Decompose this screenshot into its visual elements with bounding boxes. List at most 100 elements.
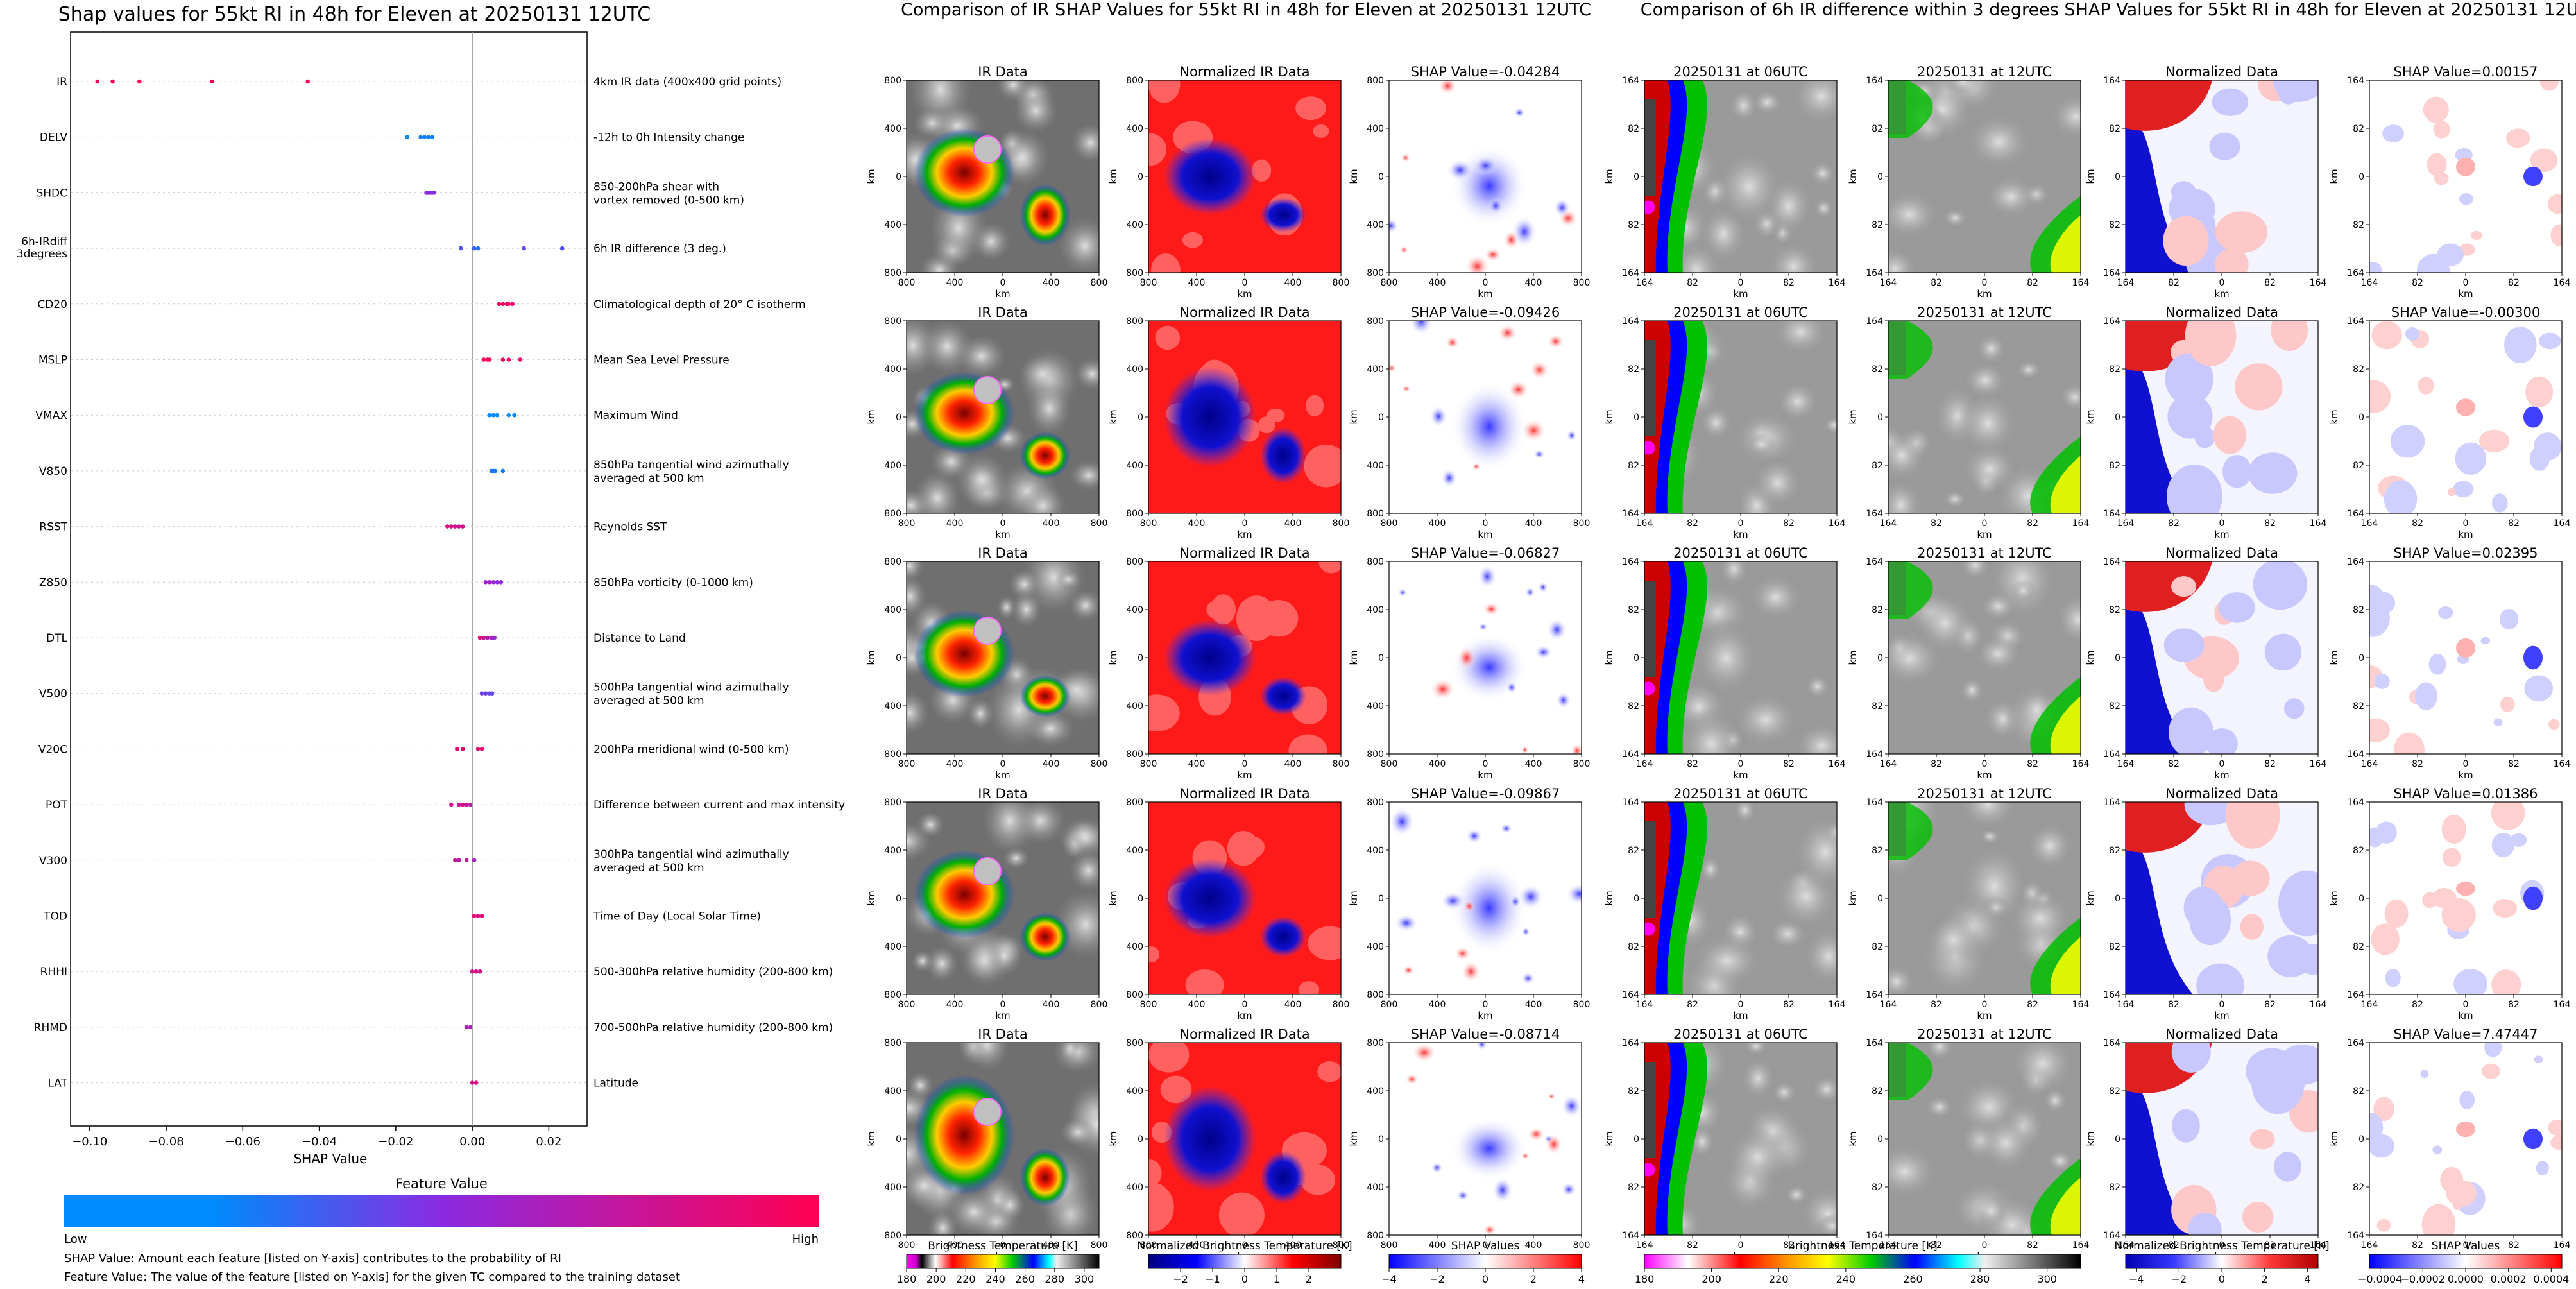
cloud-band-core xyxy=(1644,340,1656,436)
x-tick-label: 800 xyxy=(1573,1240,1591,1251)
texture-blob xyxy=(1553,198,1571,218)
x-tick-label: 0 xyxy=(1738,518,1744,529)
x-tick-label: 400 xyxy=(1188,1240,1206,1251)
x-tick-label: 800 xyxy=(1381,1000,1398,1010)
x-tick-label: 0 xyxy=(1738,759,1744,769)
texture-blob xyxy=(1675,706,1747,754)
y-tick-label: 800 xyxy=(884,509,901,519)
feature-description: averaged at 500 km xyxy=(593,862,704,875)
texture-blob xyxy=(1483,602,1500,617)
convection-band xyxy=(1020,184,1070,246)
texture-blob xyxy=(2278,870,2318,937)
panel-image xyxy=(1888,802,2081,994)
x-axis-label: km xyxy=(1733,529,1748,540)
panel-image xyxy=(1644,1043,1837,1235)
x-tick-label: 164 xyxy=(2554,518,2571,529)
shap-point xyxy=(473,969,479,974)
texture-blob xyxy=(2447,488,2456,497)
x-tick-label: 82 xyxy=(1931,1240,1942,1251)
colorbar-title: Feature Value xyxy=(395,1176,488,1191)
y-tick-label: 0 xyxy=(2358,653,2364,663)
y-tick-label: 0 xyxy=(1378,653,1384,663)
y-tick-label: 0 xyxy=(896,1134,901,1145)
y-tick-label: 400 xyxy=(1126,1182,1143,1193)
x-tick-label: 400 xyxy=(1429,1000,1446,1010)
shap-point xyxy=(489,635,494,640)
texture-blob xyxy=(1009,568,1040,600)
colorbar-tick-label: 260 xyxy=(1903,1273,1923,1285)
y-tick-label: 0 xyxy=(1138,413,1143,423)
panel-title: Normalized IR Data xyxy=(1179,545,1309,561)
x-tick-label: 164 xyxy=(2361,759,2378,769)
texture-blob xyxy=(1565,883,1582,905)
y-tick-label: 164 xyxy=(1866,76,1883,86)
texture-blob xyxy=(1530,360,1549,380)
x-tick-label: 164 xyxy=(1829,278,1846,288)
y-tick-label: 0 xyxy=(896,894,901,904)
y-axis-label: km xyxy=(1847,1131,1859,1146)
y-tick-label: 164 xyxy=(2347,557,2364,567)
shap-point xyxy=(449,802,454,807)
feature-label: 3degrees xyxy=(17,248,67,260)
colorbar-label: SHAP Values xyxy=(2432,1240,2500,1252)
feature-description: 700-500hPa relative humidity (200-800 km… xyxy=(593,1021,833,1034)
x-tick-label: 800 xyxy=(1333,278,1350,288)
cloud-band-green xyxy=(1888,802,1933,860)
texture-blob xyxy=(1488,197,1504,215)
x-axis-label: km xyxy=(1478,769,1492,781)
y-tick-label: 164 xyxy=(2103,749,2120,760)
x-tick-label: 82 xyxy=(2508,1000,2520,1010)
x-axis-label: km xyxy=(1977,288,1992,300)
texture-blob xyxy=(1182,232,1203,248)
feature-label: SHDC xyxy=(36,187,67,200)
texture-blob xyxy=(1429,678,1456,701)
shap-point xyxy=(483,580,488,585)
texture-blob xyxy=(1773,379,1821,424)
texture-blob xyxy=(1440,891,1466,910)
texture-blob xyxy=(1440,468,1458,488)
y-tick-label: 800 xyxy=(1367,76,1384,86)
negative-region xyxy=(2126,590,2193,754)
feature-description: Maximum Wind xyxy=(593,409,678,422)
y-tick-label: 82 xyxy=(1628,1086,1639,1097)
y-tick-label: 82 xyxy=(1628,701,1639,712)
cold-spot xyxy=(1644,681,1655,696)
y-tick-label: 0 xyxy=(1877,894,1883,904)
shap-point xyxy=(481,357,486,362)
shap-point xyxy=(464,802,469,807)
x-tick-label: 164 xyxy=(2310,1000,2327,1010)
panel-title: 20250131 at 06UTC xyxy=(1673,64,1808,80)
texture-blob xyxy=(2481,1063,2500,1079)
x-tick-label: 164 xyxy=(2310,1240,2327,1251)
texture-blob xyxy=(1389,218,1399,234)
feature-description: 500-300hPa relative humidity (200-800 km… xyxy=(593,966,833,978)
x-tick-label: 164 xyxy=(1636,759,1653,769)
texture-blob xyxy=(1746,572,1805,623)
y-axis-label: km xyxy=(2328,891,2340,905)
y-axis-label: km xyxy=(1348,409,1360,424)
texture-blob xyxy=(1521,972,1535,985)
panel-title: IR Data xyxy=(978,64,1028,80)
texture-blob xyxy=(1019,484,1067,513)
colorbar-tick-label: 4 xyxy=(2304,1273,2310,1285)
center-positive xyxy=(2456,1121,2475,1138)
texture-blob xyxy=(1429,405,1448,428)
cold-cloud-region xyxy=(1164,619,1256,696)
texture-blob xyxy=(2188,1212,2222,1235)
y-tick-label: 164 xyxy=(2347,798,2364,808)
x-tick-label: 0 xyxy=(1242,759,1248,769)
y-tick-label: 0 xyxy=(1877,653,1883,663)
texture-blob xyxy=(1394,914,1419,932)
feature-label: DTL xyxy=(46,632,67,645)
shap-point xyxy=(485,635,490,640)
colorbar-tick-label: −2 xyxy=(2172,1273,2187,1285)
panel-title: SHAP Value=-0.00300 xyxy=(2391,305,2541,320)
y-tick-label: 82 xyxy=(2353,701,2364,712)
panel-image xyxy=(2126,802,2318,994)
texture-blob xyxy=(1218,1192,1265,1235)
y-tick-label: 800 xyxy=(1367,1231,1384,1241)
shap-point xyxy=(481,635,486,640)
y-axis-label: km xyxy=(1348,891,1360,905)
cloud-band-yellow-se xyxy=(2050,456,2081,513)
shap-point xyxy=(492,635,497,640)
